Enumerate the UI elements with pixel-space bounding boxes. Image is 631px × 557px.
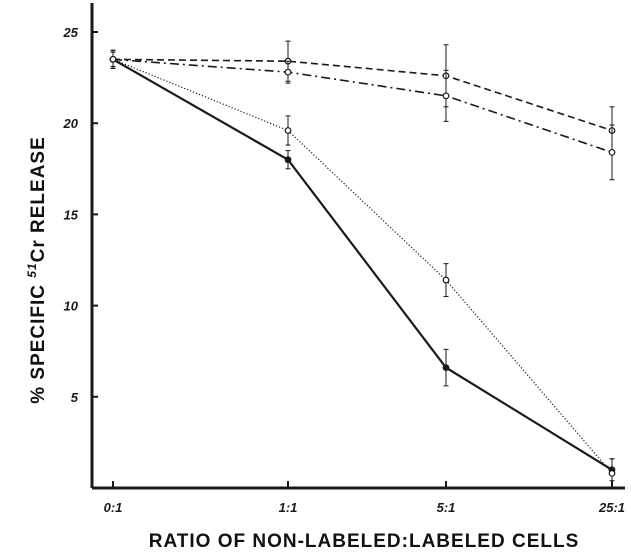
- series-dotted: [109, 51, 616, 489]
- y-tick-label: 20: [63, 116, 79, 131]
- y-axis-title: % SPECIFIC 51Cr RELEASE: [25, 136, 49, 404]
- data-point: [442, 92, 450, 100]
- data-point: [284, 156, 292, 164]
- data-point: [284, 127, 292, 134]
- series-line: [112, 58, 613, 474]
- data-point: [109, 55, 117, 63]
- x-axis-title: RATIO OF NON-LABELED:LABELED CELLS: [149, 531, 580, 552]
- series-solid: [109, 51, 616, 482]
- x-tick-label: 1:1: [279, 500, 298, 515]
- y-tick-label: 25: [63, 25, 79, 40]
- series-line: [112, 58, 613, 132]
- data-point: [608, 470, 616, 477]
- y-axis-title-suffix: Cr RELEASE: [28, 136, 49, 262]
- x-tick-label: 5:1: [437, 500, 456, 515]
- data-point: [608, 148, 616, 156]
- y-tick-label: 5: [71, 390, 79, 405]
- series-line: [112, 58, 613, 471]
- data-point: [442, 364, 450, 372]
- x-tick-label: 25:1: [598, 500, 625, 515]
- y-tick-label: 15: [64, 207, 79, 222]
- y-axis-title-prefix: % SPECIFIC: [28, 278, 49, 404]
- data-point: [284, 68, 292, 76]
- data-point: [442, 276, 450, 284]
- x-tick-label: 0:1: [104, 500, 123, 515]
- series-dashed: [109, 40, 616, 155]
- series-dash-dot: [109, 49, 616, 181]
- chart-series-layer: [109, 40, 616, 489]
- series-line: [112, 58, 613, 154]
- y-tick-label: 10: [64, 299, 79, 314]
- y-axis-title-superscript: 51: [25, 262, 39, 277]
